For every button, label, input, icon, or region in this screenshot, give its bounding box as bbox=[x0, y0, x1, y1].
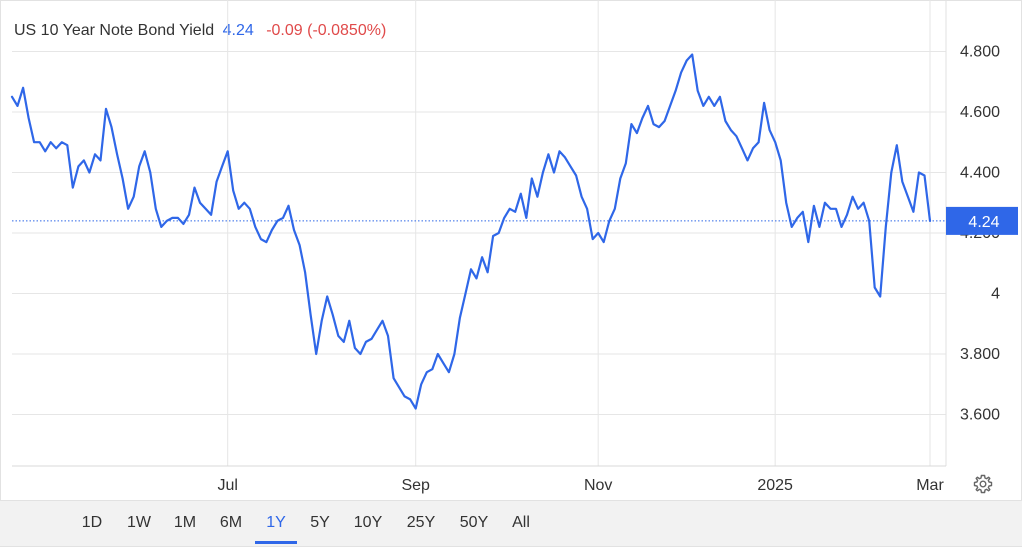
yield-series-line bbox=[10, 53, 932, 410]
range-selected-indicator bbox=[255, 541, 297, 544]
price-change: -0.09 (-0.0850%) bbox=[266, 22, 387, 39]
range-option[interactable]: All bbox=[512, 514, 530, 531]
range-option[interactable]: 1D bbox=[81, 514, 103, 531]
y-tick-label: 3.800 bbox=[960, 346, 1000, 363]
y-tick-label: 4.600 bbox=[960, 104, 1000, 121]
x-tick-label: Nov bbox=[584, 477, 612, 494]
range-option[interactable]: 1M bbox=[173, 514, 197, 531]
x-tick-label: 2025 bbox=[757, 477, 793, 494]
range-option[interactable]: 1Y bbox=[266, 514, 286, 531]
x-tick-label: Jul bbox=[217, 477, 237, 494]
range-option[interactable]: 25Y bbox=[406, 514, 436, 531]
instrument-name: US 10 Year Note Bond Yield bbox=[14, 22, 215, 39]
x-tick-label: Mar bbox=[916, 477, 944, 494]
y-tick-label: 4.400 bbox=[960, 164, 1000, 181]
range-option[interactable]: 10Y bbox=[353, 514, 383, 531]
y-tick-label: 4 bbox=[991, 286, 1000, 303]
range-selector: 1D 1W 1M 6M 1Y 5Y 10Y 25Y 50Y All bbox=[0, 500, 1022, 546]
current-price: 4.24 bbox=[222, 22, 254, 39]
range-option[interactable]: 5Y bbox=[310, 514, 330, 531]
current-value-label: 4.24 bbox=[968, 214, 999, 231]
range-option[interactable]: 1W bbox=[127, 514, 151, 531]
current-value-tag bbox=[946, 206, 1018, 235]
gear-icon[interactable] bbox=[973, 474, 993, 494]
y-tick-label: 4.800 bbox=[960, 43, 1000, 60]
range-option[interactable]: 50Y bbox=[459, 514, 489, 531]
y-tick-label: 3.600 bbox=[960, 407, 1000, 424]
line-chart[interactable]: 3.6003.80044.2004.4004.6004.800JulSepNov… bbox=[0, 0, 1024, 500]
x-tick-label: Sep bbox=[401, 477, 430, 494]
chart-header: US 10 Year Note Bond Yield 4.24 -0.09 (-… bbox=[14, 22, 390, 40]
range-option[interactable]: 6M bbox=[219, 514, 243, 531]
